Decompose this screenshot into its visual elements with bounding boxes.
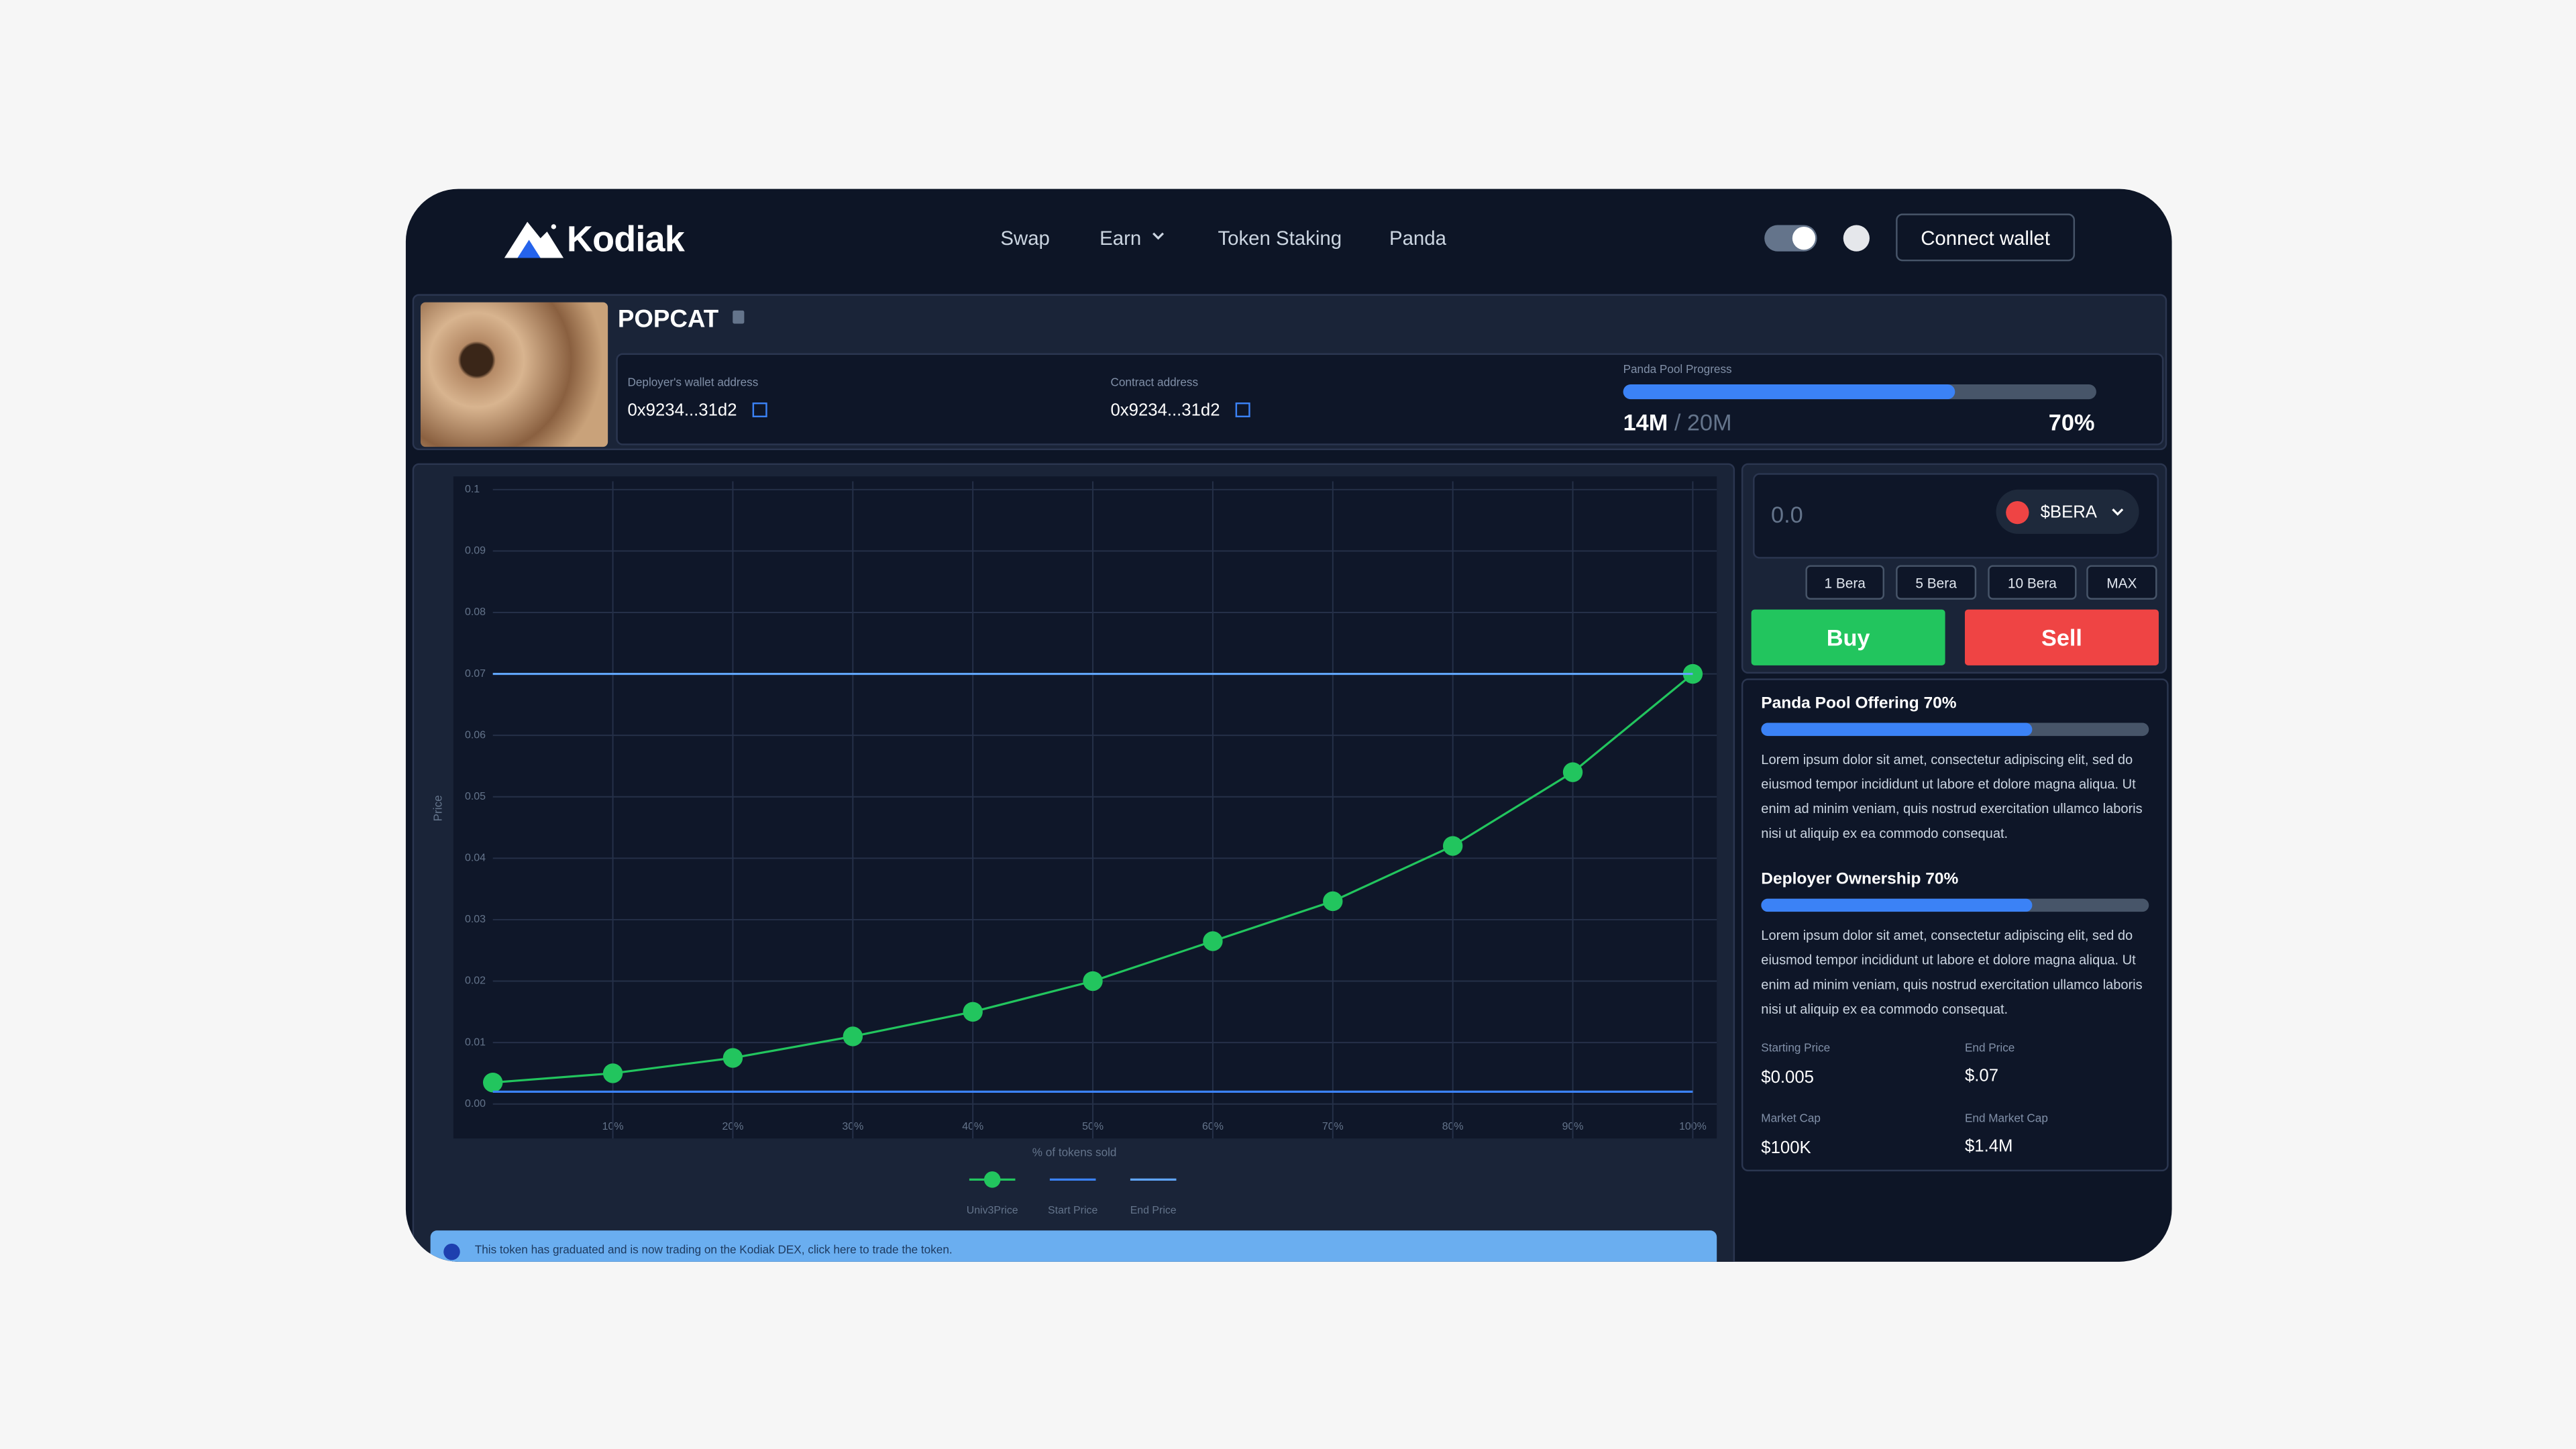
progress-fill [1623, 384, 1955, 400]
stat-label: Market Cap [1761, 1114, 1821, 1126]
nav-link[interactable]: Swap [1000, 226, 1050, 250]
amount-placeholder: 0.0 [1771, 500, 1803, 528]
data-point [1203, 931, 1223, 951]
deployer-label: Deployer's wallet address [627, 378, 759, 390]
data-point [722, 1048, 743, 1068]
legend-marker [983, 1171, 1001, 1188]
y-tick-label: 0.07 [465, 668, 486, 680]
external-link[interactable] [752, 402, 767, 418]
copy-icon[interactable] [733, 310, 745, 324]
section-fill [1761, 722, 2033, 737]
progress-current: 14M [1623, 409, 1668, 435]
section-text: Lorem ipsum dolor sit amet, consectetur … [1761, 752, 2143, 841]
section-text: Lorem ipsum dolor sit amet, consectetur … [1761, 928, 2143, 1017]
data-point [602, 1063, 623, 1083]
y-tick-label: 0.02 [465, 975, 486, 987]
progress-label: Panda Pool Progress [1623, 364, 1732, 376]
y-tick-label: 0.04 [465, 853, 486, 864]
y-tick-label: 0.1 [465, 484, 480, 495]
stat-value: $0.005 [1761, 1067, 1814, 1088]
y-tick-label: 0.09 [465, 545, 486, 557]
chevron [2112, 508, 2124, 516]
stat-value: $1.4M [1964, 1136, 2013, 1157]
notice-text[interactable]: This token has graduated and is now trad… [474, 1245, 953, 1257]
stat-label: End Price [1964, 1043, 2015, 1055]
progress-amount: 14M / 20M [1623, 409, 1732, 435]
progress-track [1623, 384, 2096, 400]
preset-button[interactable]: 1 Bera [1805, 565, 1884, 600]
token-icon [2006, 500, 2029, 525]
y-axis-label: Price [431, 795, 444, 821]
y-tick-label: 0.05 [465, 791, 486, 802]
stat-value: $.07 [1964, 1066, 1999, 1086]
progress-total: / 20M [1674, 409, 1732, 435]
nav-link[interactable]: Earn [1099, 226, 1142, 250]
y-tick-label: 0.06 [465, 729, 486, 741]
y-tick-label: 0.00 [465, 1098, 486, 1110]
data-point [1323, 891, 1343, 912]
preset-button[interactable]: MAX [2086, 565, 2157, 600]
connect-wallet[interactable]: Connect wallet [1896, 213, 2076, 262]
data-point [483, 1072, 503, 1093]
network-icon[interactable] [1843, 225, 1870, 252]
sell-button[interactable]: Sell [1964, 609, 2159, 665]
info-icon [443, 1243, 460, 1260]
chevron [1152, 232, 1165, 240]
chart: Price % of tokens sold 0.00 0.01 0.02 0.03 0… [431, 476, 1717, 1216]
deployer-address[interactable]: 0x9234...31d2 [627, 400, 737, 421]
data-point [1562, 762, 1583, 782]
data-point [843, 1026, 863, 1046]
section-track [1761, 722, 2149, 737]
data-point [1442, 836, 1463, 856]
buy-button[interactable]: Buy [1751, 609, 1945, 665]
app-window: Kodiak Swap Earn Token Staking Panda Con… [405, 189, 2172, 1262]
contract-address[interactable]: 0x9234...31d2 [1110, 400, 1220, 421]
token-name: POPCAT [617, 305, 719, 334]
section-title: Deployer Ownership 70% [1761, 870, 1959, 889]
theme-toggle[interactable] [1764, 225, 1817, 252]
graduation-notice[interactable] [430, 1230, 1717, 1262]
brand[interactable]: Kodiak [566, 218, 685, 260]
nav-link[interactable]: Token Staking [1218, 226, 1342, 250]
section-fill [1761, 898, 2033, 912]
stat-label: End Market Cap [1964, 1114, 2048, 1126]
y-tick-label: 0.08 [465, 606, 486, 618]
logo-icon [504, 221, 564, 258]
plot-area [453, 476, 1717, 1139]
data-point [963, 1002, 983, 1022]
stat-value: $100K [1761, 1138, 1811, 1159]
section-track [1761, 898, 2149, 912]
toggle-knob [1792, 226, 1816, 250]
y-tick-label: 0.01 [465, 1036, 486, 1048]
legend-label: Univ3Price [967, 1205, 1018, 1216]
preset-button[interactable]: 10 Bera [1988, 565, 2077, 600]
external-link[interactable] [1235, 402, 1250, 418]
y-tick-label: 0.03 [465, 914, 486, 925]
data-point [1083, 971, 1103, 991]
token-image [420, 302, 608, 447]
section-title: Panda Pool Offering 70% [1761, 694, 1957, 713]
legend-label: End Price [1130, 1205, 1177, 1216]
preset-button[interactable]: 5 Bera [1896, 565, 1977, 600]
x-axis-label: % of tokens sold [1032, 1146, 1117, 1159]
nav-link[interactable]: Panda [1389, 226, 1446, 250]
legend-label: Start Price [1048, 1205, 1097, 1216]
contract-label: Contract address [1110, 378, 1199, 390]
progress-percent: 70% [2048, 409, 2095, 435]
token-symbol: $BERA [2040, 502, 2097, 523]
stat-label: Starting Price [1761, 1043, 1831, 1055]
info-panel [1741, 678, 2169, 1172]
